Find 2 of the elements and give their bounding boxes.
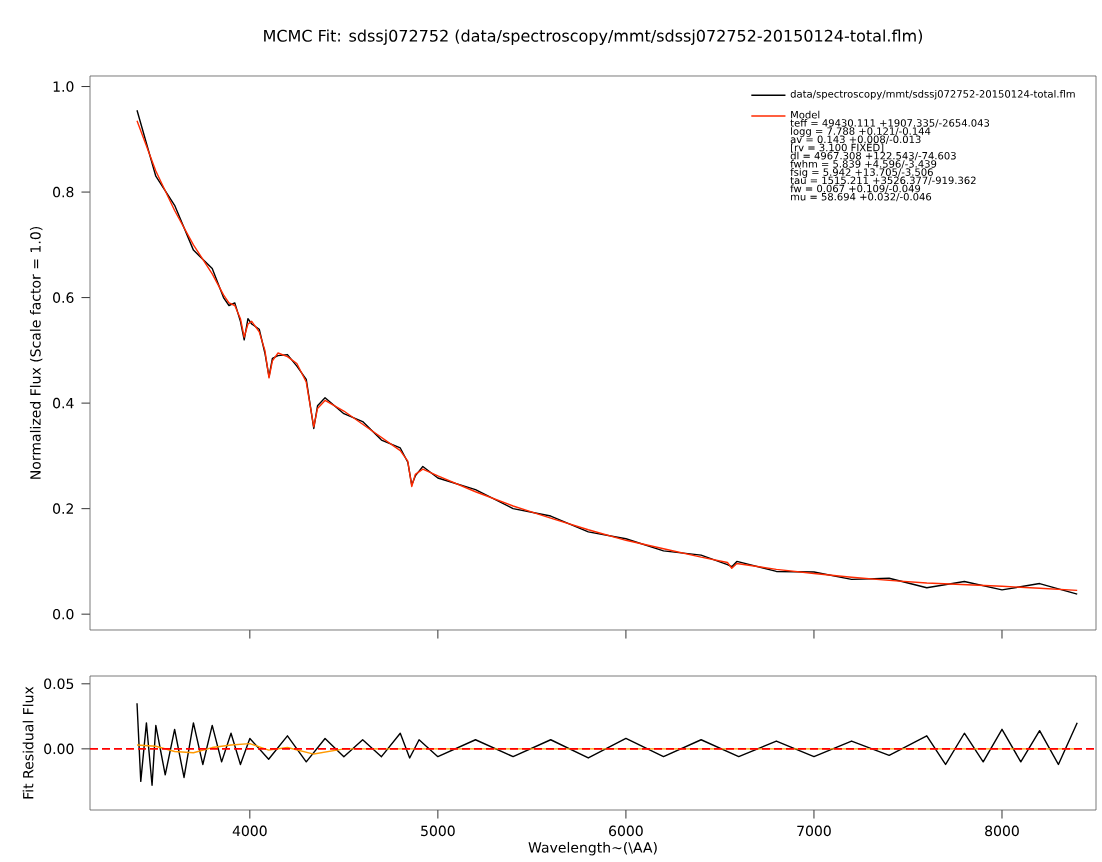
chart-title: MCMC Fit: sdssj072752 (data/spectroscopy/mmt/sdssj072752-20150124-total.flm) bbox=[264, 29, 923, 45]
line-series bbox=[136, 702, 1078, 786]
